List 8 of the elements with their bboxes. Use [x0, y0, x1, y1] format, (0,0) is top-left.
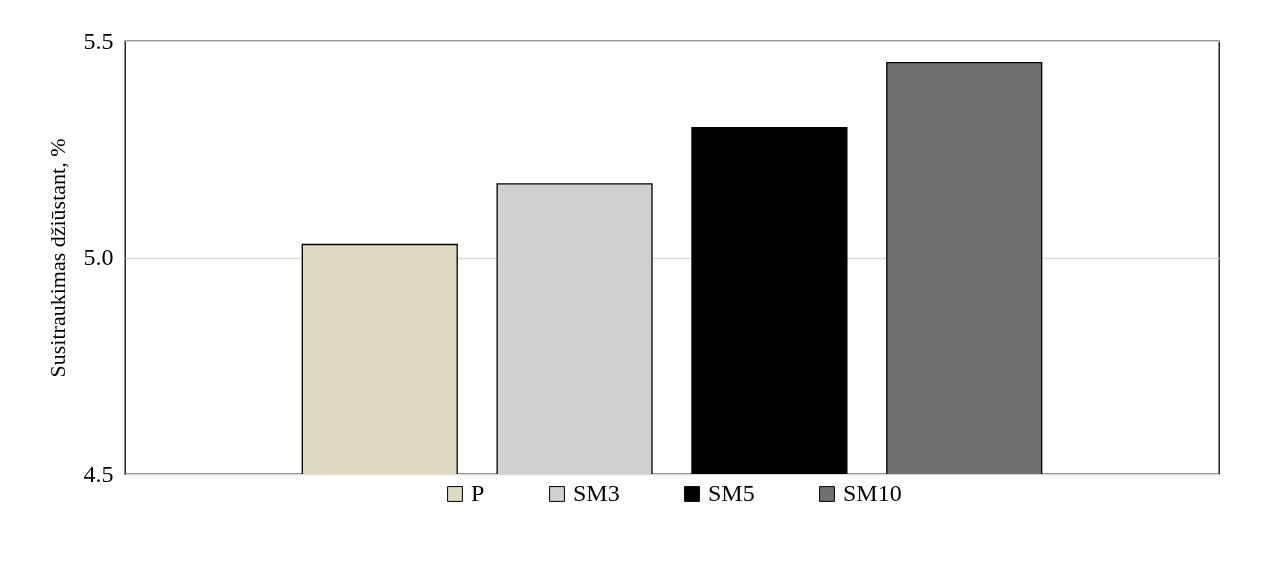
y-axis-title: Susitraukimas džiūstant, % — [44, 138, 70, 378]
legend-label: SM10 — [843, 480, 902, 506]
y-tick-label: 5.5 — [83, 27, 114, 54]
legend-label: SM3 — [573, 480, 620, 506]
y-tick-label: 4.5 — [83, 460, 114, 487]
legend-label: P — [471, 480, 485, 506]
y-tick-label: 5.0 — [83, 244, 114, 270]
legend-label: SM5 — [708, 480, 755, 506]
